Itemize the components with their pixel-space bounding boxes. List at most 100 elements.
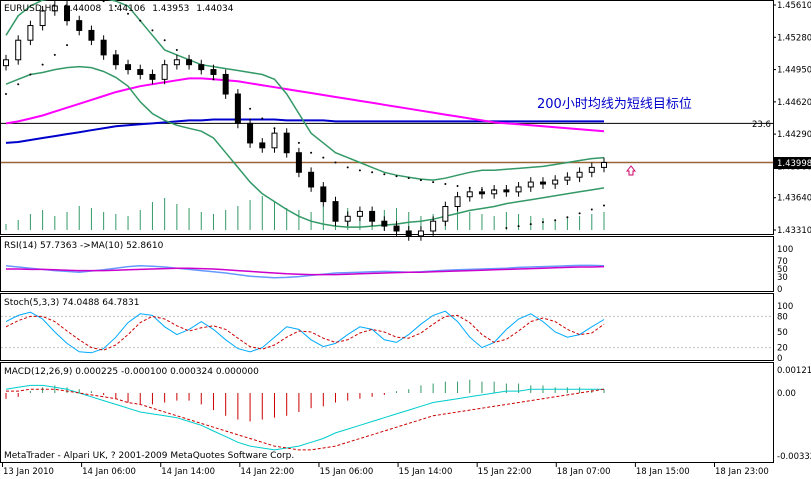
sar-dot [346, 166, 349, 169]
price-pane-frame [0, 0, 774, 235]
candle-body [76, 20, 83, 31]
candle-body [503, 189, 510, 193]
candle-body [173, 59, 180, 66]
rsi-tick-label: 50 [777, 265, 788, 275]
up-arrow-icon [625, 165, 637, 176]
sar-dot [29, 73, 32, 76]
sar-dot [505, 227, 508, 230]
sar-dot [529, 223, 532, 226]
sar-dot [41, 63, 44, 66]
price-tick-label: 1.44620 [777, 98, 811, 108]
candle-body [320, 186, 327, 203]
macd-tick-label: 0.001213 [777, 366, 811, 376]
candle-body [222, 73, 229, 95]
rsi-lines [5, 264, 605, 279]
candle-body [308, 171, 315, 188]
stoch-pane-frame [0, 293, 774, 361]
candle-body [51, 5, 58, 12]
volume-bars [5, 196, 605, 230]
candle-body [564, 176, 571, 181]
rsi-tick-label: 0 [777, 285, 782, 295]
stoch-tick-label: 100 [777, 302, 793, 312]
price-indicator-lines [1, 0, 773, 228]
sar-dot [212, 78, 215, 81]
sar-dot [285, 137, 288, 140]
sar-dot [456, 184, 459, 187]
sar-dot [236, 97, 239, 100]
sar-dot [554, 219, 557, 222]
price-tick-label: 1.44290 [777, 130, 811, 140]
time-tick-label: 18 Jan 07:00 [557, 467, 611, 477]
stoch-signal-line [5, 314, 605, 351]
macd-axis-labels: 0.001213 0.00 -0.00332 [777, 366, 811, 462]
sar-dot [419, 179, 422, 182]
stoch-lines [1, 310, 773, 354]
sar-dot [407, 177, 410, 180]
time-tick-label: 15 Jan 14:00 [399, 467, 453, 477]
stoch-pane-title: Stoch(5,3,3) 74.0488 64.7831 [4, 298, 139, 308]
sar-dot [578, 212, 581, 215]
candle-body [88, 29, 95, 41]
current-price-tag: 1.43998 [777, 159, 811, 169]
candle-body [271, 132, 278, 149]
stoch-tick-label: 0 [777, 354, 782, 364]
candle-body [539, 181, 546, 185]
candle-body [125, 64, 132, 71]
sar-dot [468, 186, 471, 189]
candle-body [39, 10, 46, 27]
candle-body [466, 191, 473, 198]
sar-dot [590, 208, 593, 211]
macd-signal-line [6, 388, 605, 451]
candle-body [210, 69, 217, 75]
candle-body [100, 39, 107, 56]
current-price-tag-bg [774, 157, 811, 169]
candle-body [405, 230, 412, 237]
price-pane-title: EURUSD,H1 1.44008 1.44106 1.43953 1.4403… [4, 4, 234, 14]
rsi-tick-label: 100 [777, 245, 793, 255]
candle-body [576, 171, 583, 178]
sar-dot [163, 39, 166, 42]
candle-body [137, 69, 144, 75]
sar-dot [114, 4, 117, 7]
candle-body [15, 39, 22, 61]
time-tick-label: 15 Jan 06:00 [319, 467, 373, 477]
price-tick-label: 1.45610 [777, 1, 811, 11]
candle-body [27, 25, 34, 41]
time-tick-label: 13 Jan 2010 [3, 467, 54, 477]
candlesticks [3, 1, 607, 241]
time-tick-label: 18 Jan 23:00 [715, 467, 769, 477]
sar-dot [297, 141, 300, 144]
sar-dot [224, 88, 227, 91]
candle-body [3, 59, 9, 67]
sar-dot [566, 216, 569, 219]
copyright-text: MetaTrader - Alpari UK, ? 2001-2009 Meta… [4, 451, 294, 461]
macd-plot [5, 379, 605, 451]
sar-dot [273, 127, 276, 130]
sar-dot [249, 107, 252, 110]
sar-dot [480, 188, 483, 191]
sar-dot [151, 29, 154, 32]
sar-dot [432, 181, 435, 184]
candle-body [430, 220, 437, 232]
rsi-tick-label: 70 [777, 257, 788, 267]
candle-body [356, 210, 363, 217]
candle-body [381, 220, 388, 227]
candle-body [259, 142, 266, 149]
candle-body [369, 210, 376, 222]
sar-dot [541, 221, 544, 224]
sar-dot [517, 225, 520, 228]
sar-dot [139, 19, 142, 22]
candle-body [161, 64, 168, 80]
sar-dot [17, 83, 20, 86]
stoch-tick-label: 20 [777, 344, 788, 354]
price-axis-labels: 1.45610 1.45280 1.44950 1.44620 1.44290 1.439… [773, 1, 811, 236]
sar-dot [493, 188, 496, 191]
sar-dot [322, 156, 325, 159]
sar-dot [102, 0, 105, 3]
price-tick-label: 1.43310 [777, 226, 811, 236]
candle-body [234, 93, 241, 124]
candle-body [112, 54, 119, 66]
price-tick-label: 1.43640 [777, 194, 811, 204]
sar-dot [127, 12, 130, 15]
